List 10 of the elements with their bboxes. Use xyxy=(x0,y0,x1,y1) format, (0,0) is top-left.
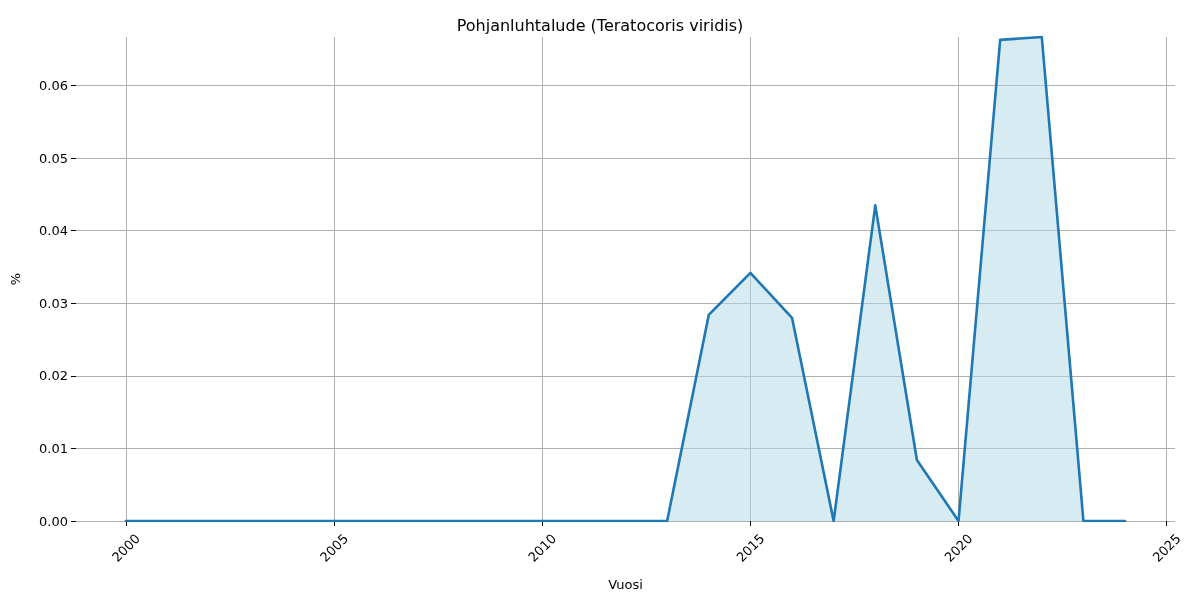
y-tick-label: 0.05 xyxy=(39,150,68,166)
y-tick-label: 0.00 xyxy=(39,513,68,529)
y-tick-label: 0.03 xyxy=(39,295,68,311)
y-tick-label: 0.01 xyxy=(39,440,68,456)
x-axis-title: Vuosi xyxy=(608,577,643,592)
y-tick-label: 0.02 xyxy=(39,368,68,384)
chart-title: Pohjanluhtalude (Teratocoris viridis) xyxy=(456,15,744,35)
y-axis-title: % xyxy=(8,272,23,286)
y-tick-label: 0.04 xyxy=(39,223,68,239)
y-tick-label: 0.06 xyxy=(39,78,68,94)
